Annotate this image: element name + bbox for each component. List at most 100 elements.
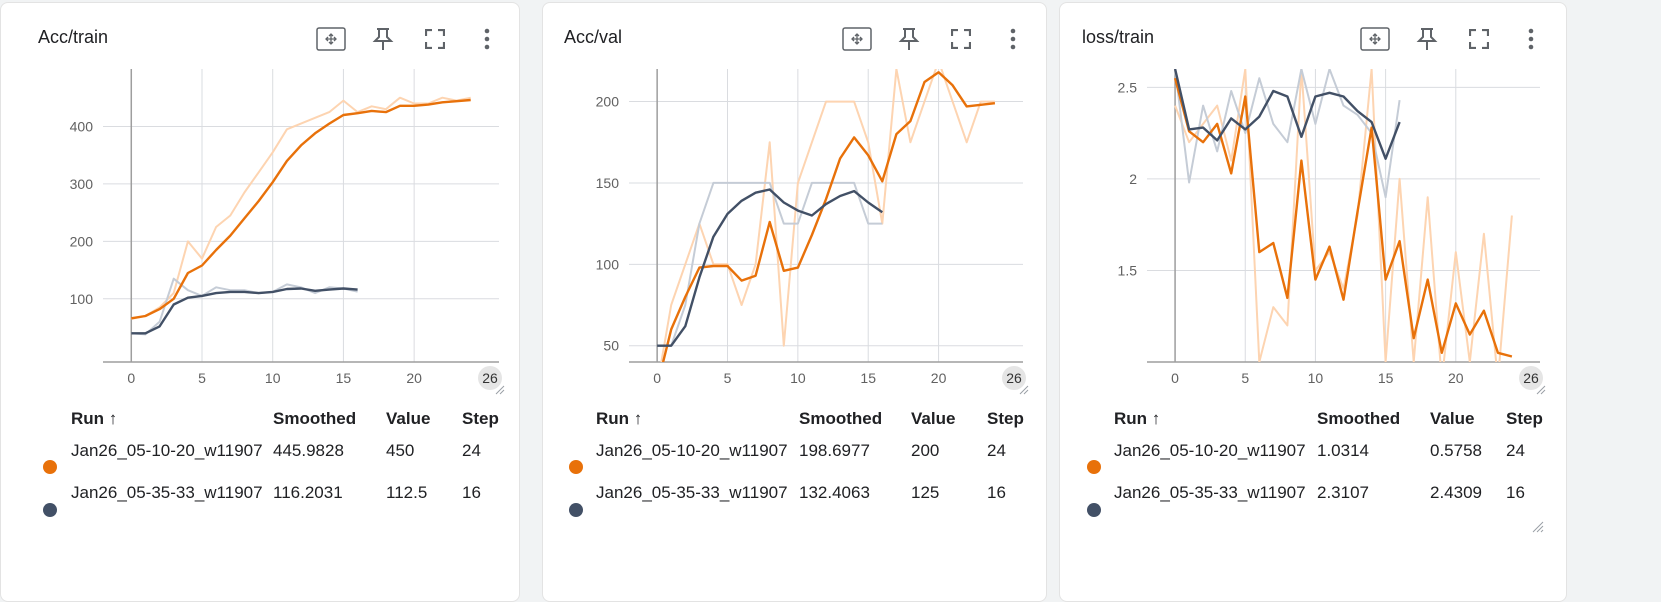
column-header-value[interactable]: Value	[911, 409, 956, 428]
fullscreen-icon	[425, 29, 445, 49]
step-value: 24	[462, 441, 481, 460]
pin-button[interactable]	[1409, 21, 1445, 57]
column-header-step[interactable]: Step	[1506, 409, 1543, 428]
run-color-dot	[1087, 503, 1101, 517]
raw-value: 125	[911, 483, 940, 502]
resize-handle	[1019, 385, 1029, 395]
smoothed-value: 445.9828	[273, 441, 344, 460]
run-color-dot	[43, 460, 57, 474]
column-header-step[interactable]: Step	[987, 409, 1024, 428]
more-vert-icon	[1010, 28, 1016, 50]
column-header-run[interactable]: Run ↑	[71, 409, 118, 428]
x-extent-label: 26	[1006, 370, 1022, 386]
x-tick-label: 20	[931, 370, 947, 386]
run-color-dot	[569, 503, 583, 517]
y-tick-label: 100	[596, 256, 620, 272]
run-name: Jan26_05-35-33_w11907	[71, 483, 263, 502]
fullscreen-button[interactable]	[1461, 21, 1497, 57]
more-vert-icon	[484, 28, 490, 50]
smoothed-value: 116.2031	[273, 483, 343, 502]
x-tick-label: 10	[1308, 370, 1324, 386]
column-header-value[interactable]: Value	[386, 409, 431, 428]
x-tick-label: 15	[1378, 370, 1394, 386]
raw-value: 2.4309	[1430, 483, 1482, 502]
column-header-run[interactable]: Run ↑	[596, 409, 643, 428]
chart-card-acc-train: Acc/train 0 5 10 15 20 100 200 300 400 26 Run ↑ S…	[0, 2, 520, 602]
column-header-smoothed[interactable]: Smoothed	[799, 409, 883, 428]
chart-card-loss-train: loss/train 0 5 10 15 20 1.5 2 2.5 26 Run ↑ Smoot…	[1059, 2, 1567, 602]
more-vert-icon	[1528, 28, 1534, 50]
pin-button[interactable]	[891, 21, 927, 57]
x-tick-label: 5	[1241, 370, 1249, 386]
raw-series-line	[1174, 69, 1513, 362]
chart-title: Acc/train	[38, 27, 109, 47]
fullscreen-button[interactable]	[417, 21, 453, 57]
x-tick-label: 0	[653, 370, 661, 386]
y-tick-label: 300	[70, 176, 94, 192]
run-name: Jan26_05-35-33_w11907	[1114, 483, 1306, 502]
x-tick-label: 10	[790, 370, 806, 386]
fit-domain-icon	[1360, 27, 1390, 51]
line-chart[interactable]: 0 5 10 15 20 1.5 2 2.5 26	[1060, 3, 1568, 423]
step-value: 16	[987, 483, 1006, 502]
y-tick-label: 200	[596, 94, 620, 110]
line-chart[interactable]: 0 5 10 15 20 50 100 150 200 26	[543, 3, 1048, 423]
resize-handle	[495, 385, 505, 395]
step-value: 24	[1506, 441, 1525, 460]
smoothed-series-line	[131, 287, 358, 335]
run-name: Jan26_05-10-20_w11907	[1114, 441, 1306, 460]
fullscreen-icon	[1469, 29, 1489, 49]
more-menu-button[interactable]	[1513, 21, 1549, 57]
smoothed-series-line	[131, 98, 471, 320]
x-extent-badge	[1519, 366, 1543, 390]
fit-domain-icon	[842, 27, 872, 51]
resize-icon[interactable]	[1532, 521, 1544, 533]
smoothed-value: 132.4063	[799, 483, 870, 502]
x-tick-label: 5	[198, 370, 206, 386]
column-header-value[interactable]: Value	[1430, 409, 1475, 428]
pin-icon	[372, 28, 394, 50]
x-tick-label: 15	[860, 370, 876, 386]
more-menu-button[interactable]	[995, 21, 1031, 57]
raw-series-line	[660, 69, 995, 362]
smoothed-series-line	[1173, 77, 1513, 358]
y-tick-label: 1.5	[1118, 262, 1138, 278]
step-value: 16	[1506, 483, 1525, 502]
x-extent-badge	[1002, 366, 1026, 390]
more-menu-button[interactable]	[469, 21, 505, 57]
smoothed-value: 2.3107	[1317, 483, 1369, 502]
line-chart[interactable]: 0 5 10 15 20 100 200 300 400 26	[1, 3, 521, 423]
x-tick-label: 15	[336, 370, 352, 386]
pin-icon	[898, 28, 920, 50]
step-value: 16	[462, 483, 481, 502]
raw-value: 450	[386, 441, 415, 460]
raw-value: 200	[911, 441, 940, 460]
column-header-run[interactable]: Run ↑	[1114, 409, 1161, 428]
x-extent-label: 26	[482, 370, 498, 386]
column-header-smoothed[interactable]: Smoothed	[273, 409, 357, 428]
x-tick-label: 0	[1171, 370, 1179, 386]
resize-handle	[1536, 385, 1546, 395]
column-header-smoothed[interactable]: Smoothed	[1317, 409, 1401, 428]
fullscreen-icon	[951, 29, 971, 49]
x-tick-label: 5	[724, 370, 732, 386]
x-tick-label: 20	[1448, 370, 1464, 386]
y-tick-label: 400	[70, 118, 94, 134]
raw-value: 112.5	[386, 483, 428, 502]
fit-domain-button[interactable]	[839, 21, 875, 57]
raw-series-line	[131, 277, 358, 336]
x-tick-label: 10	[265, 370, 281, 386]
fit-domain-button[interactable]	[313, 21, 349, 57]
smoothed-series-line	[1173, 69, 1401, 160]
fullscreen-button[interactable]	[943, 21, 979, 57]
fit-domain-icon	[316, 27, 346, 51]
x-tick-label: 0	[127, 370, 135, 386]
x-extent-badge	[478, 366, 502, 390]
smoothed-series-line	[661, 71, 996, 362]
pin-button[interactable]	[365, 21, 401, 57]
fit-domain-button[interactable]	[1357, 21, 1393, 57]
chart-card-acc-val: Acc/val 0 5 10 15 20 50 100 150 200 26 Run ↑ Smoo…	[542, 2, 1047, 602]
column-header-step[interactable]: Step	[462, 409, 499, 428]
smoothed-value: 1.0314	[1317, 441, 1369, 460]
y-tick-label: 2.5	[1118, 79, 1138, 95]
